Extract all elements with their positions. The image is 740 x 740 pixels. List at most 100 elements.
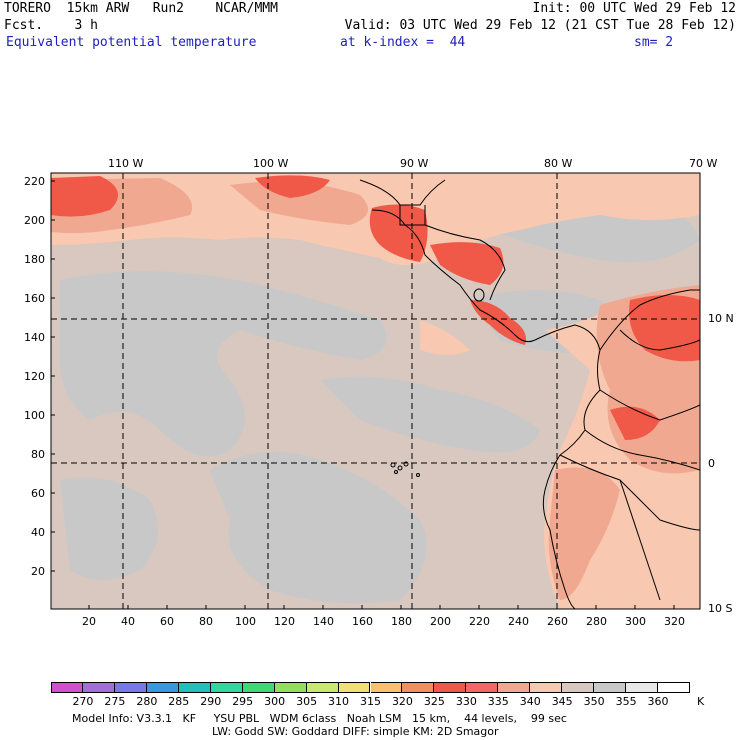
x-ticks xyxy=(88,605,675,609)
colorbar-swatch xyxy=(658,682,690,693)
y-tick-label: 40 xyxy=(31,526,45,539)
colorbar-swatch xyxy=(498,682,531,693)
red-patch xyxy=(629,295,700,362)
lat-label: 10 N xyxy=(708,312,734,325)
red-patch xyxy=(430,242,504,285)
colorbar-swatch xyxy=(146,682,179,693)
physics-info: LW: Godd SW: Goddard DIFF: simple KM: 2D… xyxy=(212,725,499,738)
colorbar-swatch xyxy=(306,682,339,693)
y-tick-label: 220 xyxy=(24,175,45,188)
colorbar-swatch xyxy=(178,682,211,693)
gray-patch xyxy=(60,271,387,457)
colorbar-label: 320 xyxy=(391,695,413,708)
x-tick-label: 160 xyxy=(352,615,373,628)
colorbar-swatch xyxy=(274,682,307,693)
x-tick-label: 80 xyxy=(199,615,213,628)
colorbar-swatch xyxy=(114,682,147,693)
salmon-patch xyxy=(230,181,368,225)
colorbar-label: 295 xyxy=(232,695,254,708)
colorbar-label: 315 xyxy=(360,695,381,708)
forecast-hour: Fcst. 3 h xyxy=(4,18,98,33)
lon-label: 80 W xyxy=(544,157,573,170)
y-tick-label: 200 xyxy=(24,214,45,227)
colorbar-label: 275 xyxy=(104,695,126,708)
colorbar-label: 270 xyxy=(72,695,94,708)
colorbar-label: 285 xyxy=(168,695,190,708)
y-tick-label: 160 xyxy=(24,292,45,305)
model-info: Model Info: V3.3.1 KF YSU PBL WDM 6class… xyxy=(72,712,567,725)
red-patch xyxy=(369,204,428,262)
colorbar-label: 360 xyxy=(647,695,669,708)
model-run-title: TORERO 15km ARW Run2 NCAR/MMM xyxy=(4,1,278,16)
lon-label: 90 W xyxy=(400,157,429,170)
gray-patch xyxy=(60,477,158,580)
colorbar-label: 305 xyxy=(296,695,318,708)
coastlines xyxy=(359,179,700,609)
init-time: Init: 00 UTC Wed 29 Feb 12 xyxy=(532,1,737,16)
x-tick-label: 260 xyxy=(547,615,568,628)
colorbar-swatch xyxy=(402,682,435,693)
colorbar-swatch xyxy=(530,682,563,693)
colorbar-label: 330 xyxy=(455,695,477,708)
red-patch xyxy=(51,176,118,217)
colorbar-label: 290 xyxy=(200,695,222,708)
gray-patch xyxy=(320,376,540,453)
y-tick-label: 60 xyxy=(31,487,45,500)
lat-label: 10 S xyxy=(708,602,733,615)
k-index-label: at k-index = 44 xyxy=(340,35,466,50)
lon-label: 100 W xyxy=(253,157,289,170)
colorbar-label: 325 xyxy=(423,695,445,708)
colorbar-swatch xyxy=(82,682,115,693)
colorbar-swatch xyxy=(466,682,499,693)
field-name: Equivalent potential temperature xyxy=(6,35,257,50)
x-tick-label: 60 xyxy=(160,615,174,628)
x-tick-label: 280 xyxy=(586,615,607,628)
colorbar-swatch xyxy=(434,682,467,693)
y-tick-label: 100 xyxy=(24,409,45,422)
colorbar-swatch xyxy=(338,682,371,693)
y-tick-label: 180 xyxy=(24,253,45,266)
y-tick-label: 140 xyxy=(24,331,45,344)
colorbar-label: 345 xyxy=(551,695,573,708)
colorbar-swatch xyxy=(51,682,83,693)
colorbar-swatch xyxy=(594,682,627,693)
salmon-patch xyxy=(548,467,620,600)
x-tick-label: 220 xyxy=(469,615,490,628)
colorbar-swatch xyxy=(626,682,659,693)
smoothing-label: sm= 2 xyxy=(634,35,674,50)
colorbar-label: 340 xyxy=(519,695,541,708)
x-tick-label: 240 xyxy=(508,615,529,628)
colorbar-swatch xyxy=(562,682,595,693)
colorbar-swatch xyxy=(210,682,243,693)
y-tick-label: 80 xyxy=(31,448,45,461)
colorbar-label: 280 xyxy=(136,695,158,708)
map-frame xyxy=(50,172,701,610)
valid-time: Valid: 03 UTC Wed 29 Feb 12 (21 CST Tue … xyxy=(344,18,736,33)
red-patch xyxy=(470,300,526,345)
x-tick-label: 20 xyxy=(82,615,96,628)
lon-label: 70 W xyxy=(689,157,718,170)
lat-label: 0 xyxy=(708,457,715,470)
x-tick-label: 140 xyxy=(313,615,334,628)
lon-label: 110 W xyxy=(108,157,144,170)
graticule xyxy=(51,173,700,609)
y-ticks xyxy=(51,180,55,572)
y-tick-label: 120 xyxy=(24,370,45,383)
red-patch xyxy=(255,175,330,198)
x-tick-label: 300 xyxy=(625,615,646,628)
colorbar-units: K xyxy=(697,695,705,708)
colorbar-label: 335 xyxy=(487,695,509,708)
pink-patch xyxy=(420,320,470,355)
colorbar-label: 300 xyxy=(264,695,286,708)
colorbar-swatch xyxy=(370,682,403,693)
colorbar-label: 355 xyxy=(615,695,637,708)
colorbar-label: 350 xyxy=(583,695,605,708)
x-tick-label: 100 xyxy=(235,615,256,628)
x-tick-label: 40 xyxy=(121,615,135,628)
x-tick-label: 120 xyxy=(274,615,295,628)
colorbar-swatch xyxy=(242,682,275,693)
colorbar-label: 310 xyxy=(328,695,350,708)
x-tick-label: 200 xyxy=(430,615,451,628)
x-tick-label: 180 xyxy=(391,615,412,628)
